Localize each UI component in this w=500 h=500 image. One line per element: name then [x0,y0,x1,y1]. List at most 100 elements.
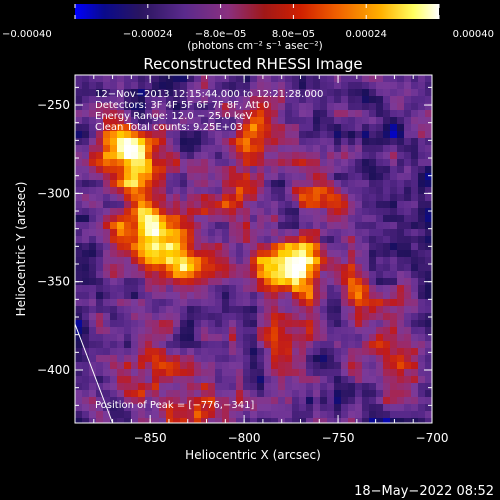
heatmap-pixel [278,299,286,307]
heatmap-pixel [229,418,237,423]
heatmap-pixel [320,103,328,111]
heatmap-pixel [152,348,160,356]
heatmap-pixel [271,348,279,356]
heatmap-pixel [369,418,377,423]
heatmap-pixel [208,383,216,391]
heatmap-pixel [187,327,195,335]
heatmap-pixel [180,222,188,230]
heatmap-pixel [369,96,377,104]
heatmap-pixel [89,334,97,342]
heatmap-pixel [236,96,244,104]
heatmap-pixel [362,327,370,335]
heatmap-pixel [250,131,258,139]
heatmap-pixel [397,180,405,188]
heatmap-pixel [418,124,426,132]
heatmap-pixel [278,348,286,356]
heatmap-pixel [299,82,307,90]
colorbar [75,4,439,19]
heatmap-pixel [397,369,405,377]
heatmap-pixel [355,271,363,279]
heatmap-pixel [425,376,432,384]
heatmap-pixel [418,131,426,139]
heatmap-pixel [390,215,398,223]
heatmap-pixel [103,292,111,300]
heatmap-pixel [334,96,342,104]
heatmap-pixel [376,201,384,209]
heatmap-pixel [82,131,90,139]
heatmap-pixel [299,201,307,209]
heatmap-pixel [173,243,181,251]
heatmap-pixel [103,285,111,293]
heatmap-pixel [117,306,125,314]
heatmap-pixel [383,201,391,209]
heatmap-pixel [82,390,90,398]
heatmap-pixel [103,124,111,132]
heatmap-pixel [215,278,223,286]
heatmap-pixel [89,201,97,209]
colorbar-tick-label: −8.0e−05 [195,29,247,40]
heatmap-pixel [138,271,146,279]
heatmap-pixel [390,89,398,97]
heatmap-pixel [264,166,272,174]
heatmap-pixel [376,180,384,188]
heatmap-pixel [166,138,174,146]
heatmap-pixel [271,194,279,202]
heatmap-pixel [327,96,335,104]
heatmap-pixel [306,383,314,391]
heatmap-pixel [208,404,216,412]
heatmap-pixel [376,159,384,167]
heatmap-pixel [285,362,293,370]
heatmap-pixel [292,369,300,377]
heatmap-pixel [369,222,377,230]
heatmap-pixel [194,131,202,139]
heatmap-pixel [145,383,153,391]
heatmap-pixel [110,117,118,125]
heatmap-pixel [145,404,153,412]
heatmap-pixel [264,222,272,230]
heatmap-pixel [250,159,258,167]
heatmap-pixel [306,418,314,423]
heatmap-pixel [404,341,412,349]
heatmap-pixel [201,278,209,286]
heatmap-pixel [236,173,244,181]
heatmap-pixel [89,271,97,279]
heatmap-pixel [397,390,405,398]
heatmap-pixel [222,89,230,97]
heatmap-pixel [264,320,272,328]
heatmap-pixel [355,208,363,216]
heatmap-pixel [138,320,146,328]
heatmap-pixel [425,82,432,90]
heatmap-pixel [138,152,146,160]
heatmap-pixel [103,145,111,153]
heatmap-pixel [404,271,412,279]
heatmap-pixel [215,82,223,90]
heatmap-pixel [285,166,293,174]
heatmap-pixel [208,334,216,342]
heatmap-pixel [152,103,160,111]
heatmap-pixel [236,313,244,321]
heatmap-pixel [306,145,314,153]
heatmap-pixel [243,187,251,195]
heatmap-pixel [166,341,174,349]
heatmap-pixel [187,250,195,258]
heatmap-pixel [341,110,349,118]
heatmap-pixel [152,390,160,398]
heatmap-pixel [159,320,167,328]
heatmap-pixel [264,257,272,265]
heatmap-pixel [292,208,300,216]
heatmap-pixel [425,110,432,118]
heatmap-pixel [250,222,258,230]
heatmap-pixel [397,152,405,160]
heatmap-pixel [362,292,370,300]
heatmap-pixel [194,145,202,153]
heatmap-pixel [292,222,300,230]
heatmap-pixel [397,362,405,370]
heatmap-pixel [131,229,139,237]
heatmap-pixel [306,82,314,90]
heatmap-pixel [404,166,412,174]
heatmap-pixel [75,82,83,90]
heatmap-pixel [208,243,216,251]
heatmap-pixel [145,96,153,104]
heatmap-pixel [320,397,328,405]
heatmap-pixel [124,215,132,223]
